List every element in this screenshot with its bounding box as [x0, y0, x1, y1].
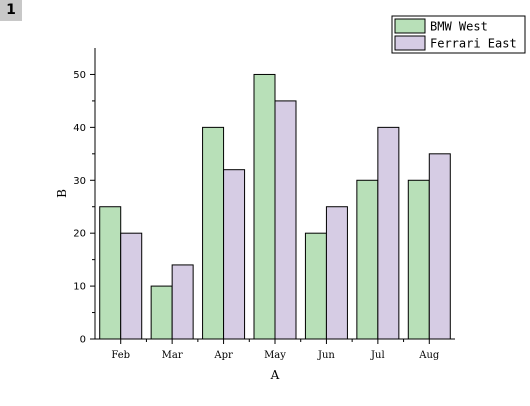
y-tick-label: 20 — [73, 229, 86, 240]
x-tick-label: May — [264, 350, 286, 361]
y-axis: 0 10 20 30 40 50 — [73, 48, 96, 346]
x-tick-label: Apr — [213, 350, 233, 361]
legend-swatch-0 — [394, 18, 426, 34]
panel-label: 1 — [0, 0, 22, 21]
legend: BMW West Ferrari East — [391, 15, 526, 54]
y-tick-label: 40 — [73, 123, 86, 134]
bar-ferrari-east-apr — [223, 169, 246, 340]
bar-ferrari-east-may — [274, 100, 297, 340]
x-axis-title: A — [270, 368, 280, 382]
bar-ferrari-east-aug — [428, 153, 451, 340]
bars-group — [99, 73, 451, 340]
bar-bmw-west-mar — [150, 285, 173, 340]
x-tick-label: Mar — [162, 350, 183, 361]
bar-bmw-west-apr — [202, 126, 225, 340]
bar-ferrari-east-mar — [171, 264, 194, 340]
legend-swatch-1 — [394, 35, 426, 51]
y-tick-label: 30 — [73, 176, 86, 187]
legend-label-0: BMW West — [430, 20, 488, 34]
x-tick-label: Feb — [111, 350, 130, 361]
bar-ferrari-east-jul — [377, 126, 400, 340]
x-tick-label: Aug — [418, 350, 440, 361]
bar-ferrari-east-jun — [325, 206, 348, 340]
legend-label-1: Ferrari East — [430, 37, 517, 51]
bar-bmw-west-aug — [407, 179, 430, 340]
y-axis-title: B — [55, 189, 69, 198]
y-tick-label: 0 — [80, 335, 86, 346]
y-tick-label: 50 — [73, 70, 86, 81]
bar-ferrari-east-feb — [120, 232, 143, 340]
bar-bmw-west-jun — [304, 232, 327, 340]
bar-bmw-west-jul — [356, 179, 379, 340]
y-tick-label: 10 — [73, 282, 86, 293]
bar-bmw-west-feb — [99, 206, 122, 340]
bar-bmw-west-may — [253, 73, 276, 340]
x-tick-label: Jul — [370, 350, 385, 361]
x-tick-label: Jun — [317, 350, 335, 361]
x-axis: Feb Mar Apr May Jun Jul Aug — [95, 338, 455, 361]
